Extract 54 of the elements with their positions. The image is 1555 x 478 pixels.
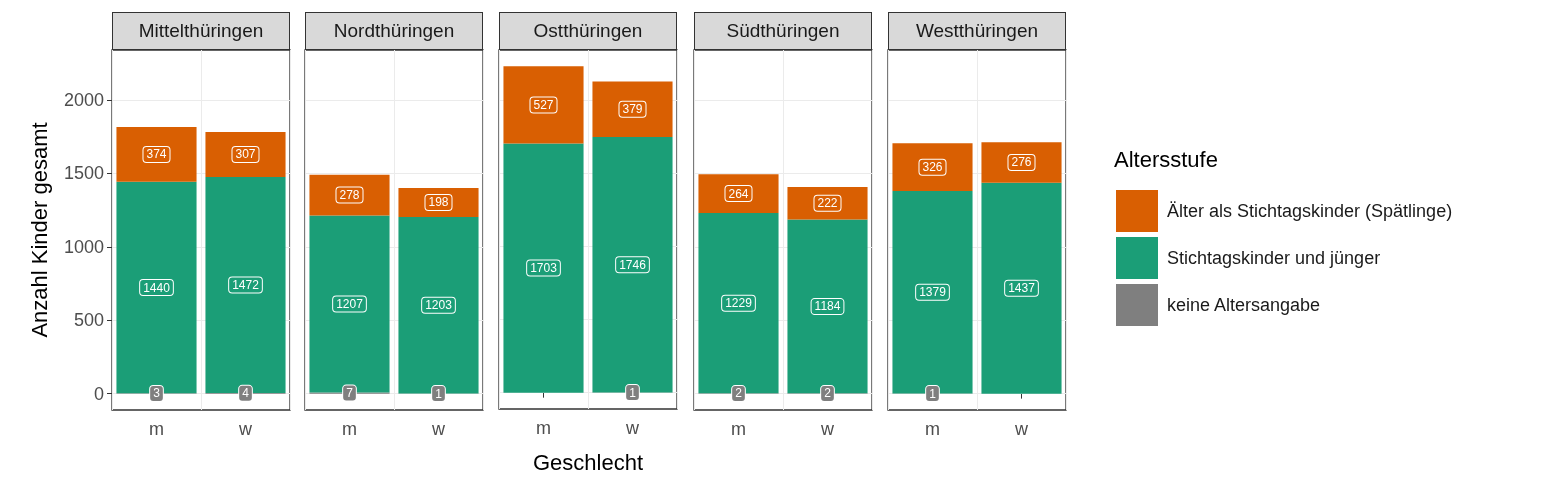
data-label: 1746 <box>619 257 647 272</box>
chart-title: Südthüringen <box>694 12 872 50</box>
data-label: 1440 <box>143 280 171 295</box>
data-label: 4 <box>242 386 250 401</box>
data-label: 2 <box>824 386 832 401</box>
x-axis-title: Geschlecht <box>532 449 644 475</box>
y-tick-label: 0 <box>93 383 104 404</box>
x-tick-label: w <box>431 419 446 439</box>
x-tick-label: m <box>925 419 940 439</box>
data-label: 326 <box>922 160 943 175</box>
x-tick-label: m <box>536 418 551 438</box>
data-label: 222 <box>817 196 838 211</box>
legend-title: Altersstufe <box>1114 146 1218 172</box>
chart-title: Nordthüringen <box>305 12 483 50</box>
data-label: 1203 <box>425 298 453 313</box>
x-tick-label: w <box>238 419 253 439</box>
legend-label: Älter als Stichtagskinder (Spätlinge) <box>1167 201 1453 221</box>
data-label: 1207 <box>336 297 364 312</box>
chart-title: Ostthüringen <box>499 12 677 50</box>
y-tick-label: 500 <box>73 310 104 331</box>
data-label: 379 <box>622 102 643 117</box>
data-label: 374 <box>146 147 167 162</box>
data-label: 3 <box>153 386 161 401</box>
data-label: 264 <box>728 186 749 201</box>
data-label: 1472 <box>232 278 260 293</box>
x-tick-label: w <box>820 419 835 439</box>
legend-label: Stichtagskinder und jünger <box>1167 248 1381 268</box>
data-label: 1 <box>629 385 637 400</box>
data-label: 1437 <box>1008 281 1036 296</box>
y-tick-label: 1500 <box>63 163 104 184</box>
data-label: 1 <box>929 386 937 401</box>
x-tick-label: w <box>1014 419 1029 439</box>
data-label: 198 <box>428 195 449 210</box>
x-tick-label: m <box>731 419 746 439</box>
y-tick-label: 1000 <box>63 236 104 257</box>
legend-label: keine Altersangabe <box>1167 295 1321 315</box>
x-tick-label: w <box>625 418 640 438</box>
x-tick-label: m <box>149 419 164 439</box>
data-label: 1229 <box>725 296 753 311</box>
y-tick-label: 2000 <box>63 90 104 111</box>
data-label: 1184 <box>814 299 841 314</box>
data-label: 276 <box>1011 155 1032 170</box>
data-label: 527 <box>533 97 554 112</box>
data-label: 7 <box>346 386 354 401</box>
y-axis-title: Anzahl Kinder gesamt <box>26 122 52 338</box>
x-tick-label: m <box>342 419 357 439</box>
data-label: 307 <box>235 147 256 162</box>
chart-title: Mittelthüringen <box>112 12 290 50</box>
data-label: 1703 <box>530 261 558 276</box>
data-label: 1 <box>435 386 443 401</box>
chart-title: Westthüringen <box>888 12 1066 50</box>
data-label: 1379 <box>919 285 947 300</box>
data-label: 2 <box>735 386 743 401</box>
data-label: 278 <box>339 188 360 203</box>
